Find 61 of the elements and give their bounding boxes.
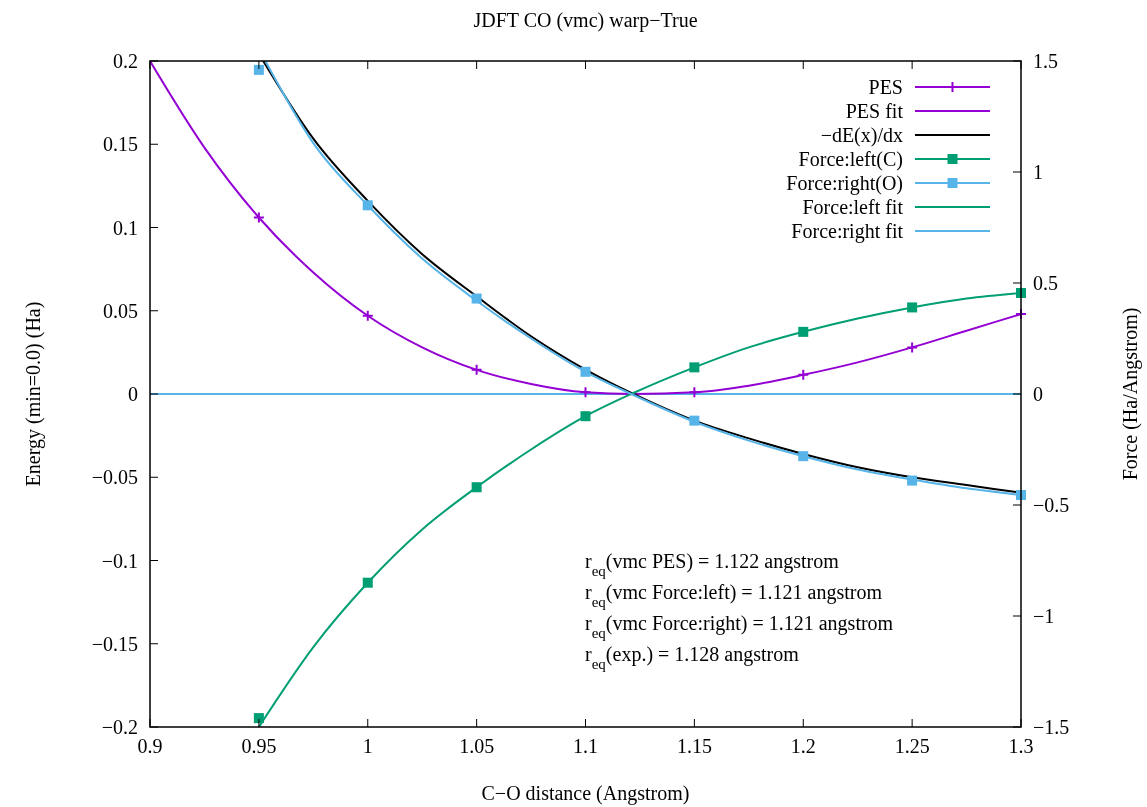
y2-tick-label: 0.5 xyxy=(1033,272,1058,294)
point xyxy=(580,411,591,422)
x-tick-label: 1.05 xyxy=(459,735,495,757)
y-tick-label: −0.2 xyxy=(101,716,138,738)
point xyxy=(253,64,264,75)
y-tick-label: 0.2 xyxy=(113,50,138,72)
x-tick-label: 1.15 xyxy=(676,735,712,757)
x-tick-label: 0.95 xyxy=(241,735,277,757)
point xyxy=(362,577,373,588)
y2-tick-label: −1 xyxy=(1033,605,1055,627)
point xyxy=(798,326,809,337)
annotation: r$_{eq}$(vmc PES) = 1.122 angstrom xyxy=(585,550,840,579)
y2-tick-label: −0.5 xyxy=(1033,494,1070,516)
point xyxy=(906,341,919,354)
point xyxy=(689,362,700,373)
annotation: r$_{eq}$(exp.) = 1.128 angstrom xyxy=(585,643,800,672)
point xyxy=(797,368,810,381)
annotation: r$_{eq}$(vmc Force:right) = 1.121 angstrom xyxy=(585,612,894,641)
y2-tick-label: 1 xyxy=(1033,161,1043,183)
y-tick-label: −0.05 xyxy=(91,466,138,489)
y-tick-label: 0.15 xyxy=(103,133,138,156)
x-tick-label: 1.2 xyxy=(790,735,816,757)
y-tick-label: 0.05 xyxy=(103,299,138,322)
x-tick-label: 0.9 xyxy=(137,735,163,757)
point xyxy=(907,302,918,313)
legend-label: Force:right(O) xyxy=(786,172,903,195)
point xyxy=(471,293,482,304)
x-axis-title: C−O distance (Angstrom) xyxy=(481,782,690,805)
point xyxy=(471,482,482,493)
point xyxy=(470,363,483,376)
x-tick-label: 1.1 xyxy=(573,735,598,757)
point xyxy=(252,211,265,224)
legend-label: PES fit xyxy=(845,100,904,122)
x-tick-label: 1.25 xyxy=(894,735,930,757)
y2-tick-label: −1.5 xyxy=(1033,716,1070,738)
point xyxy=(688,386,701,399)
legend-label: Force:left(C) xyxy=(798,148,903,171)
chart-title: JDFT CO (vmc) warp−True xyxy=(473,9,698,32)
x-tick-label: 1 xyxy=(362,735,373,757)
legend-label: −dE(x)/dx xyxy=(820,124,903,147)
point xyxy=(361,309,374,322)
legend-label: PES xyxy=(868,76,903,98)
point xyxy=(798,451,809,462)
x-tick-label: 1.3 xyxy=(1008,735,1034,757)
y2-tick-label: 1.5 xyxy=(1033,50,1058,72)
y-tick-label: −0.15 xyxy=(91,632,138,655)
y2-tick-label: 0 xyxy=(1033,383,1043,405)
y-axis-title: Energy (min=0.0) (Ha) xyxy=(22,301,45,487)
y-tick-label: 0 xyxy=(128,383,138,405)
point xyxy=(362,200,373,211)
annotation: r$_{eq}$(vmc Force:left) = 1.121 angstrom xyxy=(585,581,883,610)
point xyxy=(580,366,591,377)
y-tick-label: −0.1 xyxy=(101,549,138,572)
point xyxy=(579,386,592,399)
legend-label: Force:right fit xyxy=(791,220,904,243)
point xyxy=(689,415,700,426)
y2-axis-title: Force (Ha/Angstrom) xyxy=(1119,307,1142,481)
y-tick-label: 0.1 xyxy=(113,216,138,239)
point xyxy=(253,713,264,724)
legend-label: Force:left fit xyxy=(802,196,904,218)
point xyxy=(907,475,918,486)
